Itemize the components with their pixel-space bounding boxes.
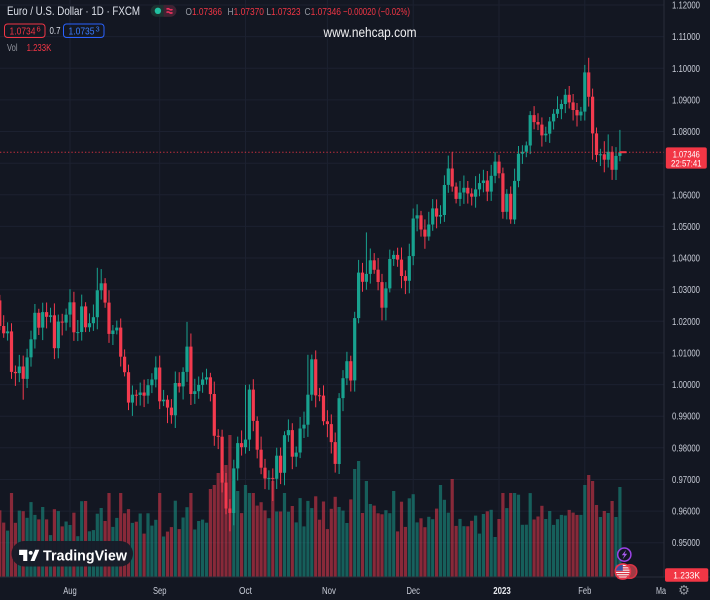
svg-text:Feb: Feb <box>578 586 591 597</box>
svg-text:C1.07346: C1.07346 <box>305 7 342 18</box>
svg-text:1.10000: 1.10000 <box>672 64 700 75</box>
svg-text:1.03000: 1.03000 <box>672 285 700 296</box>
svg-text:www.nehcap.com: www.nehcap.com <box>323 25 417 40</box>
svg-text:1.02000: 1.02000 <box>672 317 700 328</box>
svg-text:L1.07323: L1.07323 <box>267 7 301 18</box>
svg-text:0.96000: 0.96000 <box>672 507 700 518</box>
svg-text:Ma: Ma <box>656 586 666 597</box>
svg-text:1.233K: 1.233K <box>27 43 52 54</box>
svg-text:TradingView: TradingView <box>43 549 128 565</box>
svg-text:1.12000: 1.12000 <box>672 1 700 12</box>
svg-text:Oct: Oct <box>239 586 252 597</box>
svg-text:1.11000: 1.11000 <box>672 32 700 43</box>
svg-text:H1.07370: H1.07370 <box>228 7 265 18</box>
svg-text:−0.00020 (−0.02%): −0.00020 (−0.02%) <box>343 7 410 18</box>
svg-text:1.09000: 1.09000 <box>672 95 700 106</box>
svg-text:0.98000: 0.98000 <box>672 443 700 454</box>
svg-text:1.06000: 1.06000 <box>672 190 700 201</box>
svg-text:2023: 2023 <box>493 586 511 597</box>
svg-text:Dec: Dec <box>406 586 420 597</box>
svg-text:0.95000: 0.95000 <box>672 538 700 549</box>
svg-text:1.04000: 1.04000 <box>672 254 700 265</box>
svg-text:6: 6 <box>37 25 41 34</box>
svg-text:0.7: 0.7 <box>50 26 61 37</box>
svg-text:1.0735: 1.0735 <box>69 26 95 38</box>
svg-text:Vol: Vol <box>7 43 18 54</box>
svg-text:Nov: Nov <box>322 586 336 597</box>
svg-text:22:57:41: 22:57:41 <box>671 159 702 170</box>
svg-text:1.05000: 1.05000 <box>672 222 700 233</box>
svg-text:0.97000: 0.97000 <box>672 475 700 486</box>
svg-text:1.07346: 1.07346 <box>673 149 700 160</box>
svg-text:1.0734: 1.0734 <box>10 26 36 38</box>
svg-text:1.233K: 1.233K <box>673 570 700 581</box>
svg-text:1.01000: 1.01000 <box>672 348 700 359</box>
svg-text:0.99000: 0.99000 <box>672 412 700 423</box>
svg-text:3: 3 <box>96 25 100 34</box>
svg-text:Aug: Aug <box>63 586 77 597</box>
svg-text:1.08000: 1.08000 <box>672 127 700 138</box>
svg-text:1.00000: 1.00000 <box>672 380 700 391</box>
svg-text:Euro / U.S. Dollar · 1D · FXCM: Euro / U.S. Dollar · 1D · FXCM <box>7 4 140 18</box>
svg-text:O1.07366: O1.07366 <box>186 7 223 18</box>
svg-text:Sep: Sep <box>153 586 167 597</box>
svg-text:⚙: ⚙ <box>678 583 690 598</box>
